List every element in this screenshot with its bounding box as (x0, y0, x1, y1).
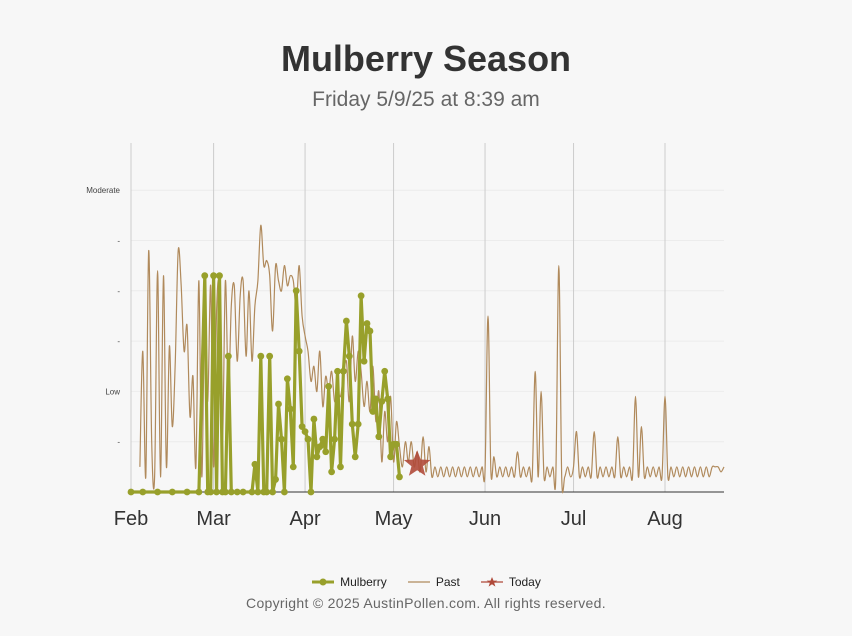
mulberry-point (372, 395, 380, 403)
mulberry-point (269, 488, 277, 496)
chart-legend: Mulberry Past Today (0, 575, 852, 589)
y-tick-label: Low (105, 387, 120, 396)
mulberry-point (301, 428, 309, 436)
mulberry-point (363, 320, 371, 327)
mulberry-point (168, 488, 176, 496)
x-tick-label: Aug (647, 508, 683, 530)
mulberry-point (213, 488, 220, 496)
mulberry-point (283, 375, 291, 383)
mulberry-point (345, 352, 353, 360)
x-tick-label: Mar (196, 508, 231, 530)
today-star-marker (403, 450, 431, 476)
mulberry-point (313, 453, 321, 461)
x-tick-label: Jun (469, 508, 501, 530)
mulberry-point (224, 352, 232, 360)
copyright-notice: Copyright © 2025 AustinPollen.com. All r… (246, 595, 606, 611)
mulberry-point (216, 272, 223, 280)
star-icon (480, 577, 503, 587)
mulberry-point (183, 488, 191, 496)
mulberry-point (396, 473, 403, 481)
legend-item-mulberry[interactable]: Mulberry (311, 575, 387, 589)
past-line-icon (407, 581, 430, 583)
mulberry-point (360, 357, 368, 365)
y-tick-label: - (117, 337, 120, 346)
legend-item-today[interactable]: Today (480, 575, 541, 589)
mulberry-point (348, 420, 356, 428)
mulberry-point (239, 488, 247, 496)
mulberry-point (286, 405, 294, 413)
mulberry-point (325, 382, 333, 390)
mulberry-point (222, 488, 229, 496)
mulberry-point (289, 463, 297, 471)
chart-subtitle: Friday 5/9/25 at 8:39 am (312, 88, 540, 111)
mulberry-point (354, 420, 362, 428)
mulberry-point (334, 367, 341, 375)
mulberry-point (319, 435, 327, 443)
mulberry-point (342, 317, 350, 325)
mulberry-point (281, 488, 288, 496)
mulberry-point (272, 476, 279, 483)
mulberry-point (233, 488, 241, 496)
mulberry-point (201, 272, 209, 280)
mulberry-point (263, 488, 271, 496)
mulberry-point (328, 468, 336, 476)
mulberry-point (337, 463, 344, 471)
x-tick-label: May (375, 508, 413, 530)
y-tick-label: - (117, 237, 120, 246)
y-tick-label: Moderate (86, 186, 120, 195)
mulberry-point (266, 352, 274, 360)
mulberry-point (278, 435, 285, 443)
mulberry-point (275, 400, 282, 408)
mulberry-point (257, 352, 265, 360)
mulberry-point (251, 460, 259, 468)
y-tick-label: - (117, 287, 120, 296)
mulberry-point (295, 347, 303, 355)
mulberry-point (384, 395, 392, 403)
mulberry-point (357, 292, 365, 300)
mulberry-point (227, 488, 235, 496)
x-tick-label: Jul (561, 508, 587, 530)
legend-label-today: Today (508, 575, 541, 589)
legend-item-past[interactable]: Past (407, 575, 460, 589)
x-tick-label: Feb (114, 508, 148, 530)
mulberry-point (393, 440, 400, 448)
chart-title: Mulberry Season (280, 38, 572, 79)
mulberry-point (366, 327, 374, 335)
mulberry-point (292, 287, 300, 295)
mulberry-point (248, 488, 256, 496)
mulberry-point (381, 367, 389, 375)
mulberry-point (195, 488, 203, 496)
mulberry-line-icon (312, 578, 335, 586)
mulberry-point (307, 488, 315, 496)
y-tick-label: - (117, 438, 120, 447)
mulberry-point (316, 443, 324, 451)
mulberry-point (210, 272, 218, 280)
mulberry-point (387, 453, 395, 461)
legend-label-mulberry: Mulberry (340, 575, 387, 589)
mulberry-point (310, 415, 318, 423)
mulberry-point (304, 435, 312, 443)
mulberry-point (254, 488, 262, 496)
mulberry-point (375, 433, 383, 441)
mulberry-point (154, 488, 161, 496)
mulberry-point (351, 453, 359, 461)
mulberry-point (127, 488, 135, 496)
mulberry-point (298, 423, 306, 431)
mulberry-point (378, 398, 386, 405)
x-tick-label: Apr (290, 508, 321, 530)
legend-label-past: Past (435, 575, 460, 589)
mulberry-point (369, 408, 377, 415)
mulberry-point (139, 488, 147, 496)
mulberry-point (322, 448, 330, 456)
mulberry-point (340, 367, 347, 375)
mulberry-point (207, 488, 215, 496)
mulberry-point (331, 435, 338, 443)
